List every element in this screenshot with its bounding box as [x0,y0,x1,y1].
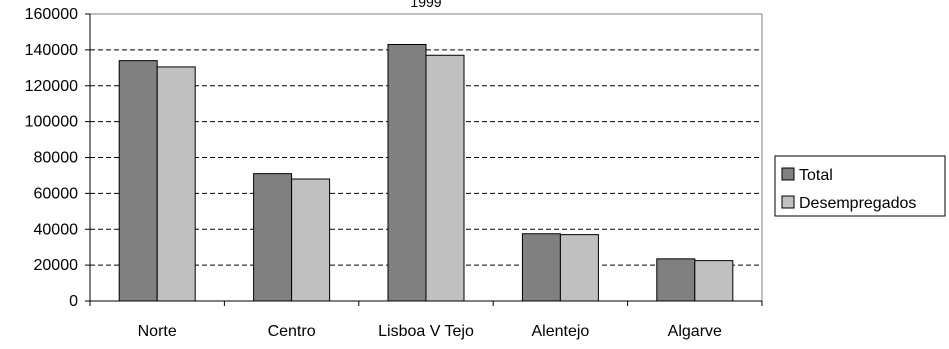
bar [425,54,465,302]
bar [156,66,196,302]
y-tick-label: 100000 [25,114,78,131]
y-axis-tick-labels: 0 20000 40000 60000 80000 100000 120000 140000 1… [25,6,78,310]
x-axis-category-labels: Norte Centro Lisboa V Tejo Alentejo Algarve [138,323,722,340]
y-tick-label: 0 [69,293,78,310]
chart-title: 1999 [410,0,441,10]
y-tick-label: 140000 [25,42,78,59]
x-category-label: Algarve [668,323,722,340]
legend-swatch [781,167,795,181]
x-category-label: Centro [268,323,316,340]
bar [291,178,331,302]
x-category-label: Norte [138,323,177,340]
legend-label: Total [799,167,833,184]
bar [656,258,696,302]
y-tick-label: 40000 [34,221,79,238]
bar [521,233,561,302]
y-tick-label: 20000 [34,257,79,274]
bar [253,173,293,302]
x-category-label: Alentejo [531,323,589,340]
bars [118,43,734,302]
legend-label: Desempregados [799,195,916,212]
bar [387,43,427,302]
y-tick-label: 160000 [25,6,78,23]
bar [118,60,158,302]
y-tick-label: 80000 [34,150,79,167]
y-tick-label: 60000 [34,185,79,202]
y-tick-label: 120000 [25,78,78,95]
legend-box [774,155,946,217]
bar [559,234,599,302]
legend-swatch [781,195,795,209]
bar [694,260,734,302]
axes [85,13,763,306]
x-category-label: Lisboa V Tejo [378,323,474,340]
legend: Total Desempregados [774,155,946,217]
